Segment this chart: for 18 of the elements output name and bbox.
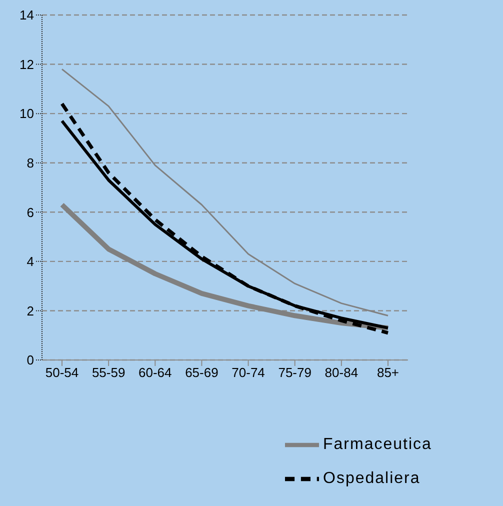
x-tick-label: 60-64 — [138, 365, 172, 380]
y-tick-label: 0 — [26, 352, 34, 368]
x-tick-label: 55-59 — [92, 365, 126, 380]
y-tick-label: 12 — [20, 56, 34, 72]
y-tick-label: 8 — [26, 155, 34, 170]
x-tick-label: 80-84 — [324, 365, 358, 380]
x-tick-label: 65-69 — [185, 365, 218, 380]
y-tick-label: 6 — [26, 204, 34, 220]
y-tick-label: 10 — [20, 106, 34, 122]
y-tick-label: 4 — [26, 254, 34, 270]
x-tick-label: 85+ — [376, 365, 400, 380]
x-tick-label: 50-54 — [45, 365, 79, 380]
y-tick-label: 14 — [20, 8, 34, 23]
y-tick-label: 2 — [26, 303, 34, 318]
x-tick-label: 75-79 — [278, 365, 312, 380]
x-tick-label: 70-74 — [232, 365, 265, 380]
legend-label: Ospedaliera — [323, 470, 420, 488]
legend-label: Farmaceutica — [323, 436, 432, 454]
